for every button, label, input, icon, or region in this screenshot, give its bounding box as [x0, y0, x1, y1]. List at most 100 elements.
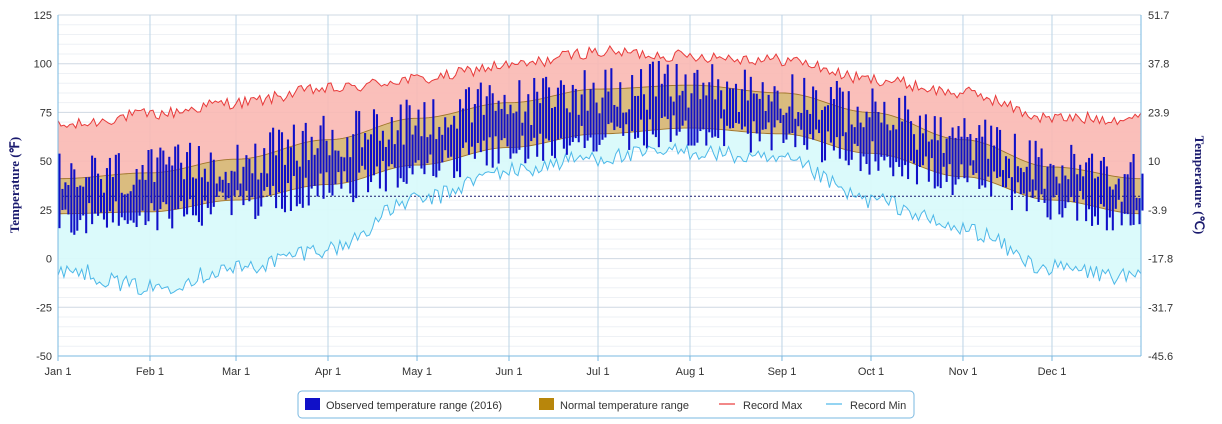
observed-range-bar	[761, 82, 764, 130]
y-tick-label-right: -31.7	[1148, 302, 1173, 314]
observed-range-bar	[868, 117, 871, 175]
observed-range-bar	[260, 172, 263, 207]
observed-range-bar	[729, 88, 732, 129]
observed-range-bar	[263, 148, 266, 191]
y-tick-label-left: 0	[46, 254, 52, 266]
observed-range-bar	[758, 98, 761, 142]
observed-range-bar	[135, 168, 138, 228]
observed-range-bar	[512, 113, 515, 154]
observed-range-bar	[548, 87, 551, 141]
observed-range-bar	[1126, 174, 1129, 215]
y-tick-label-left: 75	[40, 107, 52, 119]
observed-range-bar	[245, 155, 248, 191]
observed-range-bar	[123, 194, 126, 221]
observed-range-bar	[82, 186, 85, 216]
observed-range-bar	[156, 157, 159, 231]
observed-range-bar	[853, 127, 856, 144]
observed-range-bar	[815, 90, 818, 130]
observed-range-bar	[423, 102, 426, 175]
observed-range-bar	[524, 111, 527, 164]
legend-item-record-max[interactable]: Record Max	[719, 400, 803, 412]
y-tick-label-right: 23.9	[1148, 107, 1169, 119]
observed-range-bar	[975, 138, 978, 173]
observed-range-bar	[565, 108, 568, 155]
observed-range-bar	[464, 89, 468, 143]
observed-range-bars	[58, 61, 1144, 235]
observed-range-bar	[625, 112, 628, 125]
legend-item-record-min[interactable]: Record Min	[826, 400, 906, 412]
observed-range-bar	[963, 118, 966, 179]
observed-range-bar	[94, 157, 97, 214]
observed-range-bar	[669, 96, 672, 142]
observed-range-bar	[233, 171, 236, 196]
observed-range-bar	[372, 109, 376, 176]
observed-range-bar	[165, 164, 168, 205]
observed-range-bar	[242, 166, 245, 206]
observed-range-bar	[384, 146, 387, 192]
observed-range-bar	[132, 184, 135, 223]
observed-range-bar	[91, 155, 94, 225]
observed-range-bar	[972, 160, 975, 175]
legend-item-observed[interactable]: Observed temperature range (2016)	[305, 398, 502, 412]
observed-range-bar	[70, 163, 73, 233]
observed-range-bar	[150, 149, 153, 204]
observed-range-bar	[930, 139, 933, 159]
observed-range-bar	[479, 82, 482, 153]
observed-range-bar	[266, 173, 269, 187]
observed-range-bar	[343, 157, 346, 172]
observed-range-bar	[197, 146, 200, 223]
observed-range-bar	[936, 140, 939, 187]
observed-range-bar	[559, 80, 562, 139]
observed-range-bar	[500, 108, 503, 141]
observed-range-bar	[509, 104, 512, 159]
observed-range-bar	[1070, 144, 1073, 198]
observed-range-bar	[835, 80, 838, 138]
observed-range-bar	[533, 77, 536, 138]
observed-range-bar	[812, 86, 815, 140]
x-tick-label: Jun 1	[496, 366, 523, 378]
observed-range-bar	[684, 74, 687, 121]
observed-range-bar	[1016, 166, 1019, 183]
legend-item-normal[interactable]: Normal temperature range	[539, 398, 689, 412]
observed-range-bar	[230, 170, 233, 216]
observed-range-bar	[64, 182, 67, 210]
observed-range-bar	[364, 133, 367, 170]
observed-range-bar	[954, 137, 957, 185]
observed-range-bar	[924, 114, 927, 157]
observed-range-bar	[696, 69, 699, 143]
observed-range-bar	[883, 101, 886, 161]
observed-range-bar	[1108, 186, 1111, 218]
observed-range-bar	[607, 91, 610, 125]
observed-range-bar	[901, 121, 904, 177]
observed-range-bar	[527, 94, 530, 159]
observed-range-bar	[598, 113, 601, 145]
observed-range-bar	[993, 145, 996, 172]
observed-range-bar	[438, 126, 441, 171]
observed-range-bar	[1022, 172, 1025, 194]
observed-range-bar	[138, 179, 141, 216]
observed-range-bar	[616, 106, 619, 127]
observed-range-bar	[272, 127, 275, 186]
observed-range-bar	[328, 155, 331, 193]
observed-range-bar	[859, 122, 862, 172]
record-min-line	[57, 142, 1142, 296]
observed-range-bar	[200, 177, 203, 226]
observed-range-bar	[275, 155, 278, 209]
observed-range-bar	[497, 100, 500, 164]
observed-range-bar	[770, 101, 773, 151]
observed-range-bar	[984, 119, 987, 188]
observed-range-bar	[921, 133, 924, 166]
observed-range-bar	[168, 156, 171, 219]
observed-range-bar	[1019, 167, 1022, 195]
y-tick-label-right: -3.9	[1148, 205, 1167, 217]
observed-range-bar	[102, 192, 106, 220]
observed-range-bar	[402, 144, 405, 182]
observed-range-bar	[435, 139, 438, 178]
observed-range-bar	[221, 179, 224, 193]
y-tick-label-right: 10	[1148, 156, 1160, 168]
y-tick-label-left: 125	[34, 10, 52, 22]
observed-range-bar	[957, 126, 960, 180]
observed-range-bar	[556, 87, 559, 140]
observed-range-bar	[459, 99, 462, 178]
observed-range-bar	[788, 106, 791, 134]
